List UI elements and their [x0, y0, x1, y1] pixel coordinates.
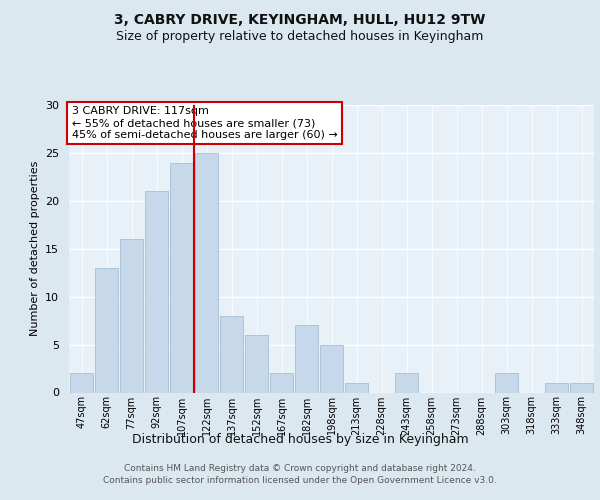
Text: Size of property relative to detached houses in Keyingham: Size of property relative to detached ho…: [116, 30, 484, 43]
Bar: [245, 335, 268, 392]
Bar: [220, 316, 244, 392]
Text: Contains HM Land Registry data © Crown copyright and database right 2024.: Contains HM Land Registry data © Crown c…: [124, 464, 476, 473]
Bar: [569, 383, 593, 392]
Bar: [269, 374, 293, 392]
Bar: [119, 239, 143, 392]
Y-axis label: Number of detached properties: Number of detached properties: [29, 161, 40, 336]
Bar: [170, 162, 193, 392]
Bar: [95, 268, 118, 392]
Bar: [494, 374, 518, 392]
Text: Contains public sector information licensed under the Open Government Licence v3: Contains public sector information licen…: [103, 476, 497, 485]
Bar: [145, 191, 169, 392]
Bar: [194, 153, 218, 392]
Bar: [395, 374, 418, 392]
Bar: [70, 374, 94, 392]
Bar: [320, 344, 343, 393]
Text: 3, CABRY DRIVE, KEYINGHAM, HULL, HU12 9TW: 3, CABRY DRIVE, KEYINGHAM, HULL, HU12 9T…: [115, 12, 485, 26]
Bar: [295, 326, 319, 392]
Bar: [344, 383, 368, 392]
Bar: [545, 383, 568, 392]
Text: Distribution of detached houses by size in Keyingham: Distribution of detached houses by size …: [131, 432, 469, 446]
Text: 3 CABRY DRIVE: 117sqm
← 55% of detached houses are smaller (73)
45% of semi-deta: 3 CABRY DRIVE: 117sqm ← 55% of detached …: [71, 106, 337, 140]
